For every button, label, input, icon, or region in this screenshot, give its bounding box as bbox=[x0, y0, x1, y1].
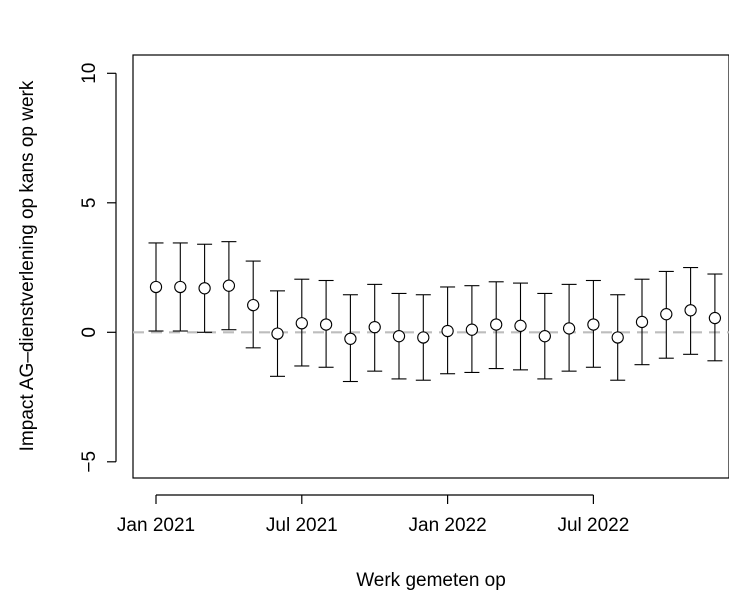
y-tick-label: 5 bbox=[79, 198, 100, 209]
x-tick-label: Jul 2022 bbox=[557, 515, 629, 536]
data-point bbox=[684, 304, 697, 317]
data-point bbox=[562, 322, 576, 335]
x-tick-label: Jan 2022 bbox=[409, 515, 487, 536]
data-point bbox=[149, 280, 163, 294]
data-point bbox=[417, 331, 430, 344]
data-point bbox=[538, 330, 551, 343]
data-point bbox=[222, 279, 236, 292]
data-point bbox=[611, 331, 624, 344]
data-point bbox=[368, 320, 381, 334]
data-point bbox=[660, 308, 673, 321]
data-point bbox=[198, 282, 211, 295]
data-point bbox=[490, 318, 503, 331]
x-tick-label: Jul 2021 bbox=[266, 515, 338, 536]
points bbox=[149, 279, 722, 345]
y-tick-label: 10 bbox=[79, 63, 100, 84]
data-point bbox=[344, 332, 357, 345]
data-point bbox=[319, 318, 333, 331]
y-axis-label: Impact AG–dienstverlening op kans op wer… bbox=[17, 80, 38, 451]
x-axis-label: Werk gemeten op bbox=[356, 570, 506, 591]
x-tick-label: Jan 2021 bbox=[117, 515, 195, 536]
data-point bbox=[708, 311, 722, 325]
y-tick-label: −5 bbox=[79, 451, 100, 473]
data-point bbox=[587, 318, 600, 331]
data-point bbox=[465, 323, 479, 336]
data-point bbox=[247, 298, 260, 312]
data-point bbox=[174, 280, 187, 294]
data-point bbox=[635, 315, 649, 329]
y-tick-label: 0 bbox=[79, 327, 100, 338]
data-point bbox=[295, 317, 308, 330]
data-point bbox=[441, 324, 454, 338]
data-point bbox=[392, 330, 406, 343]
plot-frame bbox=[132, 54, 729, 479]
data-point bbox=[514, 319, 527, 332]
y-axis: −5 0 5 10 bbox=[79, 63, 117, 473]
error-bars bbox=[148, 241, 723, 383]
data-point bbox=[271, 327, 284, 340]
x-axis: Jan 2021 Jul 2021 Jan 2022 Jul 2022 bbox=[117, 494, 629, 536]
